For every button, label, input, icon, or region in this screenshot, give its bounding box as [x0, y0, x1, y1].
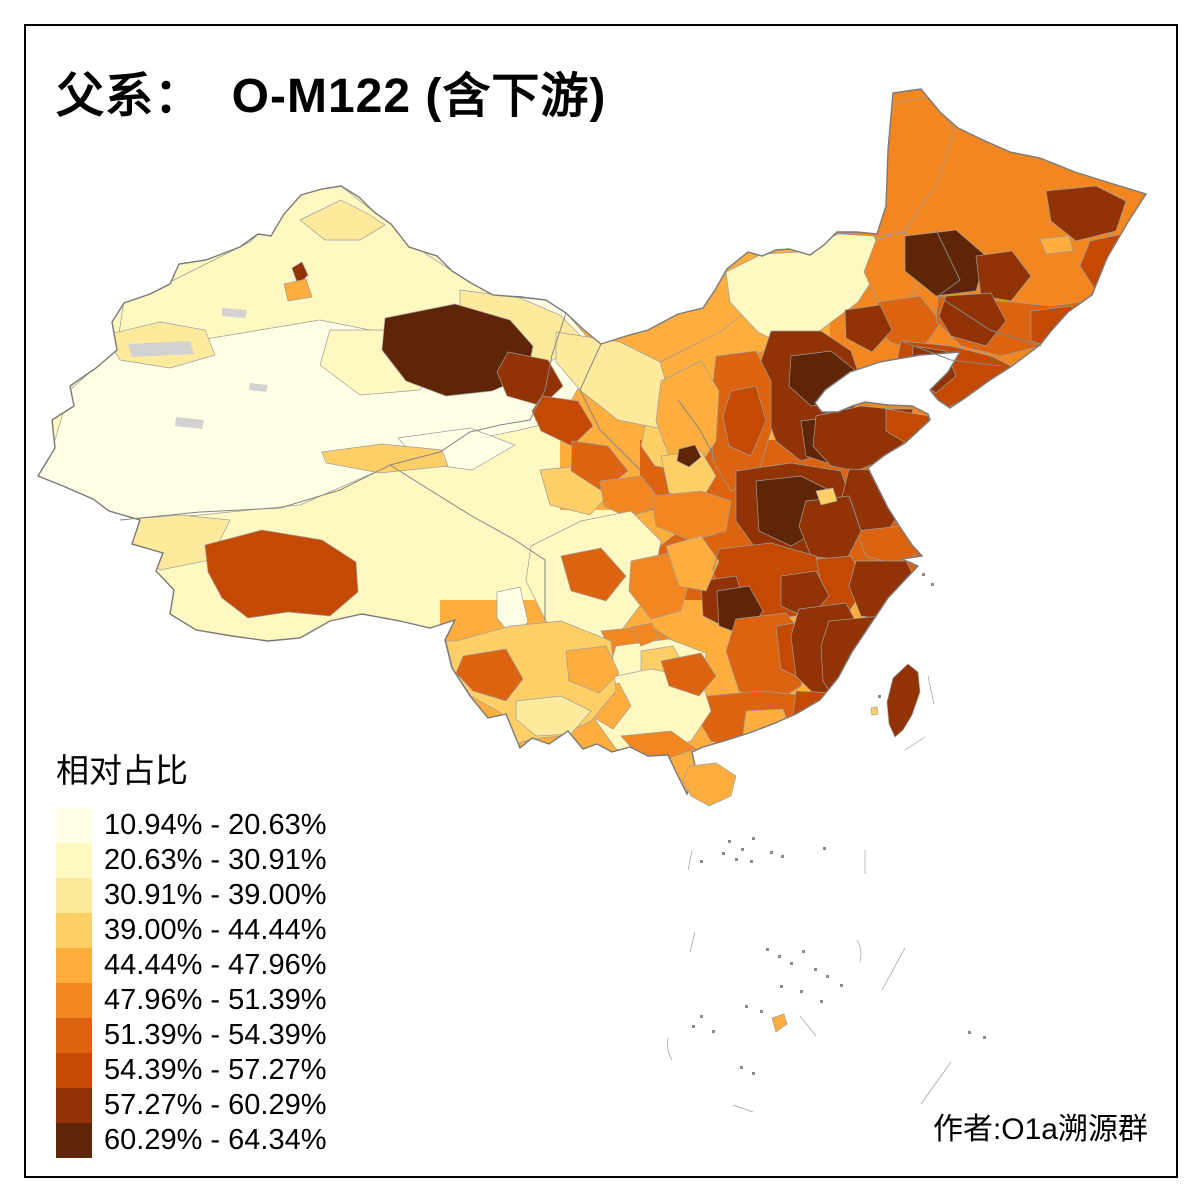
legend-row: 30.91% - 39.00%: [56, 878, 326, 913]
region-tongchuan: [676, 444, 702, 468]
legend-row: 47.96% - 51.39%: [56, 983, 326, 1018]
author-credit: 作者:O1a溯源群: [932, 1113, 1148, 1146]
legend-swatch: [56, 1123, 92, 1158]
region-urumqi: [291, 261, 309, 286]
legend-swatch: [56, 808, 92, 843]
region-changchun: [938, 292, 1007, 347]
penghu-island: [870, 706, 879, 716]
legend-label: 10.94% - 20.63%: [104, 809, 327, 841]
legend-swatch: [56, 1018, 92, 1053]
region-harbin: [904, 229, 987, 297]
legend-row: 57.27% - 60.29%: [56, 1088, 326, 1123]
taiwan-island: [886, 663, 921, 738]
south-china-sea-island: [771, 1013, 788, 1033]
legend-row: 10.94% - 20.63%: [56, 808, 326, 843]
legend-swatch: [56, 1088, 92, 1123]
legend-row: 20.63% - 30.91%: [56, 843, 326, 878]
province-borders: [119, 229, 1042, 620]
region-sichuan-south: [560, 547, 627, 602]
legend-row: 60.29% - 64.34%: [56, 1123, 326, 1158]
region-guangxi-ne: [660, 652, 717, 697]
island-chain-lines: [667, 675, 952, 1113]
region-shaanxi-north: [655, 360, 720, 472]
region-hlj-spot: [1039, 235, 1074, 255]
legend-swatch: [56, 1053, 92, 1088]
legend-swatch: [56, 878, 92, 913]
region-chifeng: [844, 304, 893, 353]
legend: 相对占比 10.94% - 20.63% 20.63% - 30.91% 30.…: [56, 744, 326, 1158]
region-changji: [283, 278, 313, 302]
region-shanxi-dark: [722, 385, 767, 457]
region-sichuan-east: [665, 535, 720, 592]
region-anhui-spot: [815, 487, 838, 506]
region-no-data: [175, 417, 204, 429]
map-title: 父系： O-M122 (含下游): [56, 70, 607, 123]
legend-swatch: [56, 948, 92, 983]
legend-row: 39.00% - 44.44%: [56, 913, 326, 948]
china-outline: [36, 88, 1148, 796]
legend-label: 20.63% - 30.91%: [104, 844, 327, 876]
legend-label: 57.27% - 60.29%: [104, 1089, 327, 1121]
figure-border: [24, 24, 1178, 1178]
legend-swatch: [56, 843, 92, 878]
region-qinghai-band: [321, 443, 449, 474]
legend-row: 51.39% - 54.39%: [56, 1018, 326, 1053]
region-jiamusi: [1045, 185, 1127, 242]
south-china-sea-islets: [692, 573, 986, 1075]
region-no-data: [128, 341, 194, 357]
legend-label: 51.39% - 54.39%: [104, 1019, 327, 1051]
hainan-island: [682, 762, 737, 807]
region-no-data: [249, 383, 268, 392]
legend-row: 54.39% - 57.27%: [56, 1053, 326, 1088]
legend-label: 44.44% - 47.96%: [104, 949, 327, 981]
legend-title: 相对占比: [56, 752, 188, 789]
legend-label: 54.39% - 57.27%: [104, 1054, 327, 1086]
legend-label: 30.91% - 39.00%: [104, 879, 327, 911]
region-no-data: [222, 308, 247, 318]
legend-label: 39.00% - 44.44%: [104, 914, 327, 946]
region-tibet-dark: [204, 529, 359, 619]
region-suihua: [975, 250, 1032, 302]
region-xj-altai: [299, 199, 386, 241]
legend-swatch: [56, 913, 92, 948]
region-alxa: [555, 331, 679, 429]
legend-label: 60.29% - 64.34%: [104, 1124, 327, 1156]
region-qinling: [650, 490, 732, 542]
region-guizhou-spot: [630, 622, 660, 647]
mainland-regions: [38, 89, 1146, 794]
legend-label: 47.96% - 51.39%: [104, 984, 327, 1016]
region-yunnan-east: [565, 645, 620, 694]
legend-row: 44.44% - 47.96%: [56, 948, 326, 983]
legend-swatch: [56, 983, 92, 1018]
